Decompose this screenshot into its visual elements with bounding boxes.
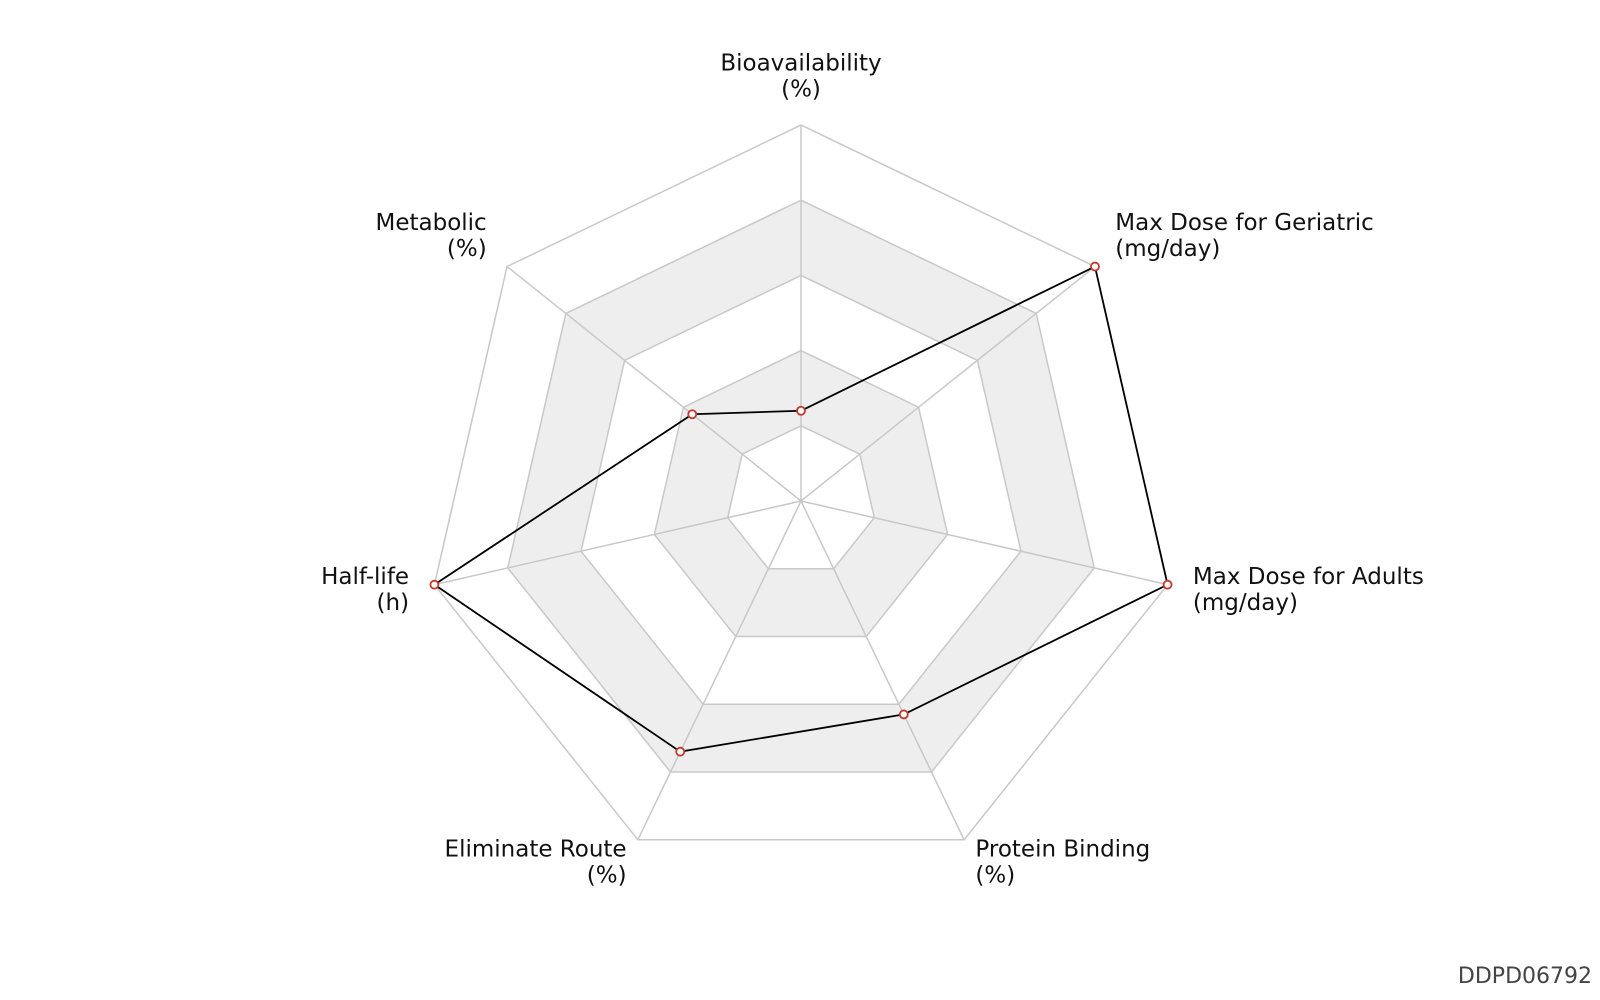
axis-label: Eliminate Route	[445, 837, 627, 863]
axis-label: Max Dose for Adults	[1193, 564, 1424, 590]
data-point	[1090, 261, 1100, 272]
watermark: DDPD06792	[1458, 964, 1592, 989]
data-point	[898, 709, 909, 720]
data-line	[432, 265, 1169, 753]
axis-unit: (%)	[587, 863, 627, 889]
axis-unit: (mg/day)	[1115, 236, 1220, 262]
axis-unit: (%)	[781, 77, 821, 103]
axis-label: Max Dose for Geriatric	[1115, 210, 1373, 236]
axis-spoke	[506, 265, 802, 502]
data-point	[429, 579, 440, 590]
axis-unit: (%)	[975, 863, 1015, 889]
axis-spoke	[434, 500, 802, 586]
data-point	[675, 746, 686, 757]
axis-spoke	[800, 500, 965, 841]
axis-spoke	[800, 500, 1168, 586]
data-point	[687, 409, 698, 420]
axis-label: Metabolic	[375, 210, 486, 236]
axis-label: Half-life	[321, 564, 409, 590]
data-point	[796, 405, 806, 416]
axis-unit: (h)	[377, 590, 410, 616]
axis-unit: (%)	[447, 236, 487, 262]
axis-spoke	[637, 500, 802, 841]
axis-label: Protein Binding	[975, 837, 1150, 863]
axis-label: Bioavailability	[720, 51, 881, 77]
axis-unit: (mg/day)	[1193, 590, 1298, 616]
data-point	[1162, 579, 1173, 590]
axis-spoke	[800, 265, 1096, 502]
